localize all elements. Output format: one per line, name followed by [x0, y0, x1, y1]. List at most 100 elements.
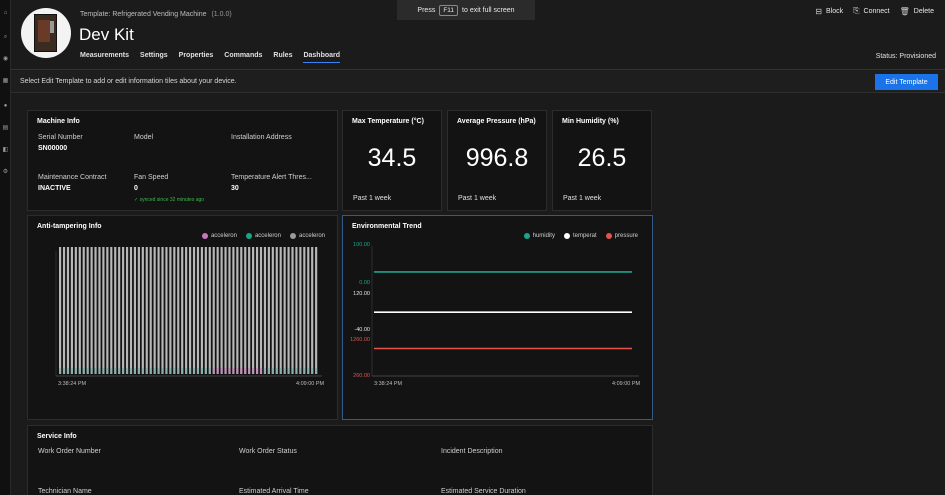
tamper-bar-base [220, 368, 223, 374]
tamper-bar [185, 247, 188, 374]
tamper-bar-base [86, 368, 89, 374]
legend-item[interactable]: temperat [563, 233, 597, 239]
tamper-bar [255, 247, 259, 374]
settings-icon[interactable]: ⚙ [2, 169, 9, 175]
anti-tampering-tile: Anti-tampering Info acceleron acceleron … [27, 215, 338, 420]
dashboard-icon[interactable]: ▦ [2, 78, 9, 84]
environmental-trend-tile: Environmental Trend humidity temperat pr… [342, 215, 653, 420]
fullscreen-suffix: to exit full screen [462, 6, 515, 14]
home-icon[interactable]: ⌂ [3, 10, 8, 16]
block-button[interactable]: ⊟ Block [815, 6, 843, 16]
fan-speed-synced: ✓ synced since 32 minutes ago [134, 197, 205, 203]
tamper-bar-base [82, 368, 85, 374]
installation-address-label: Installation Address [231, 134, 292, 141]
tamper-bar-base [271, 368, 274, 374]
tamper-bar-base [149, 368, 152, 374]
tamper-bar [169, 247, 172, 374]
legend-label: humidity [532, 233, 555, 239]
tamper-bar [220, 247, 223, 374]
legend-label: temperat [572, 233, 597, 239]
device-actions: ⊟ Block ⎘ Connect 🗑 Delete [815, 6, 934, 16]
tick-temperature-min: -40.00 [354, 327, 370, 333]
tamper-bar-base [267, 368, 270, 374]
incident-description-label: Incident Description [441, 448, 503, 455]
legend-label: acceleron [210, 233, 237, 239]
x-axis-end-label: 4:09:00 PM [296, 381, 325, 387]
tamper-bar [311, 247, 314, 374]
tamper-bar-base [248, 368, 251, 374]
template-label: Template: Refrigerated Vending Machine (… [80, 11, 232, 18]
tamper-bar [271, 247, 274, 374]
block-icon: ⊟ [815, 6, 822, 16]
vending-machine-icon [34, 14, 57, 52]
tab-settings[interactable]: Settings [140, 52, 168, 59]
x-axis-start-label: 3:38:24 PM [58, 381, 87, 387]
info-bar: Select Edit Template to add or edit info… [11, 71, 945, 93]
rules-icon[interactable]: ● [3, 103, 8, 109]
template-name: Refrigerated Vending Machine [112, 11, 207, 18]
tamper-bar-base [145, 368, 148, 374]
tamper-bar-base [157, 368, 160, 374]
jobs-icon[interactable]: ◧ [2, 147, 9, 153]
kpi-value: 34.5 [367, 144, 417, 172]
tab-properties[interactable]: Properties [178, 52, 214, 59]
search-icon[interactable]: ⌕ [3, 34, 8, 40]
tamper-bar-base [98, 368, 101, 374]
legend-item[interactable]: acceleron [289, 233, 325, 239]
tamper-bar-base [122, 368, 125, 374]
info-message: Select Edit Template to add or edit info… [20, 78, 237, 85]
legend-item[interactable]: acceleron [245, 233, 281, 239]
tamper-bar-base [173, 368, 176, 374]
estimated-service-duration-label: Estimated Service Duration [441, 488, 526, 495]
tamper-bar-base [153, 368, 156, 374]
legend-item[interactable]: humidity [523, 233, 555, 239]
fullscreen-press: Press [417, 6, 436, 14]
delete-button[interactable]: 🗑 Delete [900, 6, 934, 16]
tab-measurements[interactable]: Measurements [80, 52, 130, 59]
kpi-timeframe: Past 1 week [353, 195, 392, 202]
tamper-bar [303, 247, 306, 374]
kpi-title: Max Temperature (°C) [352, 118, 424, 125]
tamper-bar [228, 247, 231, 374]
tick-humidity-min: 0.00 [359, 280, 370, 286]
tamper-bar-base [287, 368, 290, 374]
tamper-bar-base [110, 368, 113, 374]
kpi-max-temperature-tile: Max Temperature (°C) 34.5 Past 1 week [342, 110, 442, 211]
tamper-bar [110, 247, 113, 374]
tamper-bar-base [252, 368, 255, 374]
tab-commands[interactable]: Commands [224, 52, 263, 59]
fan-speed-label: Fan Speed [134, 174, 169, 181]
tamper-bar [299, 247, 302, 374]
tamper-bar-base [200, 368, 203, 374]
tab-rules[interactable]: Rules [273, 52, 293, 59]
tamper-bar [114, 247, 117, 374]
tamper-bar-base [291, 368, 294, 374]
tamper-bar [267, 247, 270, 374]
tamper-bar-base [106, 368, 109, 374]
devices-icon[interactable]: ◉ [2, 56, 9, 62]
tamper-bar [173, 247, 176, 374]
legend-swatch [201, 233, 208, 239]
legend-label: acceleron [298, 233, 325, 239]
tamper-bar [118, 247, 121, 374]
tamper-bar [149, 247, 152, 374]
service-info-title: Service Info [37, 433, 77, 440]
tamper-bar-base [70, 368, 73, 374]
connect-button[interactable]: ⎘ Connect [853, 6, 889, 16]
legend-item[interactable]: pressure [605, 233, 638, 239]
tick-humidity-max: 100.00 [353, 242, 370, 248]
tamper-bar-base [315, 368, 318, 374]
tamper-bar-base [228, 368, 231, 374]
tamper-bar-base [102, 368, 105, 374]
left-nav-rail: ⌂ ⌕ ◉ ▦ ● ▤ ◧ ⚙ [0, 0, 11, 495]
tamper-bar-base [137, 368, 140, 374]
tick-temperature-max: 120.00 [353, 291, 370, 297]
tamper-bar-base [236, 368, 239, 374]
kpi-title: Min Humidity (%) [562, 118, 619, 125]
legend-item[interactable]: acceleron [201, 233, 237, 239]
tamper-bar-base [78, 368, 81, 374]
status-badge: Status: Provisioned [875, 53, 936, 60]
tab-dashboard[interactable]: Dashboard [303, 52, 341, 63]
analytics-icon[interactable]: ▤ [2, 125, 9, 131]
edit-template-button[interactable]: Edit Template [875, 74, 938, 90]
